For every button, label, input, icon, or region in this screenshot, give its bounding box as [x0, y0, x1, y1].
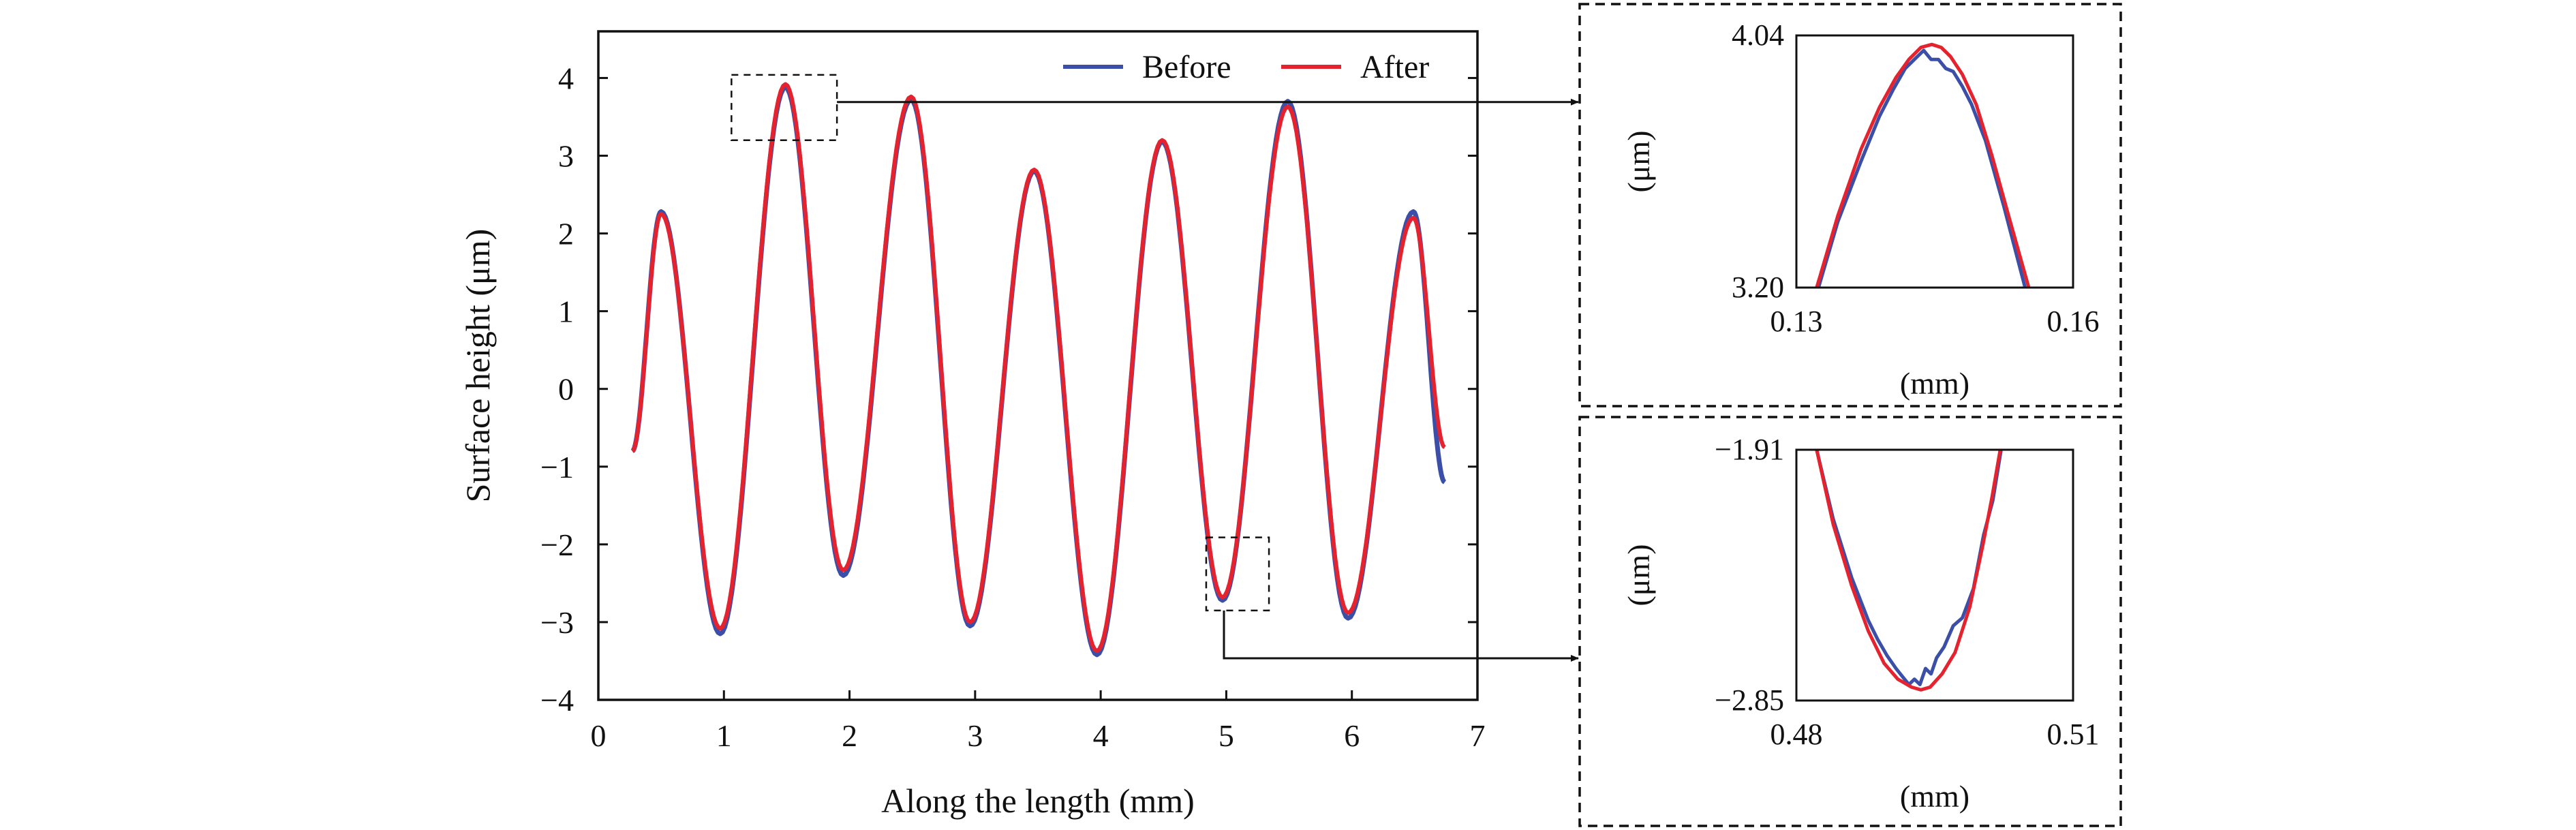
connector-arrow-bottom — [1223, 610, 1579, 662]
inset-series-after-line — [1815, 450, 2002, 692]
x-tick-label: 1 — [716, 718, 732, 753]
inset-dashed-border — [1578, 3, 2122, 408]
zoom-connectors — [837, 98, 1579, 662]
legend: Before After — [1063, 49, 1429, 85]
x-axis-label: Along the length (mm) — [881, 782, 1195, 820]
x-tick-label: 5 — [1218, 718, 1234, 753]
legend-after-label: After — [1360, 49, 1429, 85]
x-tick-label: 7 — [1470, 718, 1486, 753]
zoom-box-bottom — [1205, 536, 1270, 612]
inset-y-tick-label-bottom: 3.20 — [1732, 271, 1784, 304]
inset-series-after-line — [1815, 42, 2031, 288]
inset-y-tick-label-top: −1.91 — [1715, 433, 1784, 466]
series-after-line — [631, 82, 1446, 654]
x-tick-label: 3 — [967, 718, 983, 753]
inset-y-tick-label-bottom: −2.85 — [1715, 683, 1784, 717]
y-tick-label: 0 — [558, 372, 574, 407]
inset-series-before-line — [1817, 48, 2027, 288]
x-tick-label: 2 — [842, 718, 857, 753]
main-chart: 0 1 2 3 4 5 6 7 −4 −3 −2 −1 0 1 2 3 4 Along the length (m… — [459, 30, 1486, 820]
y-axis-label: Surface height (μm) — [459, 229, 497, 503]
inset-y-axis-label: (μm) — [1621, 130, 1656, 192]
inset-plot-frame — [1795, 34, 2074, 289]
y-tick-label: 3 — [558, 139, 574, 174]
inset-x-tick-label-left: 0.13 — [1770, 305, 1823, 338]
legend-before-label: Before — [1142, 49, 1231, 85]
inset-dashed-border — [1578, 416, 2122, 827]
y-tick-label: −3 — [540, 605, 574, 640]
inset-x-tick-label-right: 0.51 — [2047, 718, 2100, 751]
inset-series-before-line — [1815, 450, 2003, 686]
inset-x-tick-label-left: 0.48 — [1770, 718, 1823, 751]
inset-x-axis-label: (mm) — [1900, 366, 1969, 401]
inset-y-tick-label-top: 4.04 — [1732, 18, 1784, 52]
y-tick-label: −1 — [540, 450, 574, 485]
inset-x-tick-label-right: 0.16 — [2047, 305, 2100, 338]
inset-y-axis-label: (μm) — [1621, 544, 1656, 606]
top-inset-chart: 4.04 3.200.13 0.16 (mm) (μm) — [1578, 3, 2122, 408]
y-tick-label: 1 — [558, 294, 574, 329]
inset-x-axis-label: (mm) — [1900, 779, 1969, 814]
y-tick-label: 4 — [558, 61, 574, 95]
x-tick-label: 4 — [1093, 718, 1109, 753]
bottom-inset-chart: −1.91 −2.850.48 0.51 (mm) (μm) — [1578, 416, 2122, 827]
y-tick-label: 2 — [558, 217, 574, 251]
y-tick-label: −2 — [540, 527, 574, 562]
y-tick-label: −4 — [540, 683, 574, 718]
zoom-box-top — [731, 74, 838, 141]
x-tick-label: 0 — [591, 718, 607, 753]
main-plot-frame — [597, 30, 1479, 701]
inset-plot-frame — [1795, 448, 2074, 702]
x-tick-label: 6 — [1344, 718, 1360, 753]
